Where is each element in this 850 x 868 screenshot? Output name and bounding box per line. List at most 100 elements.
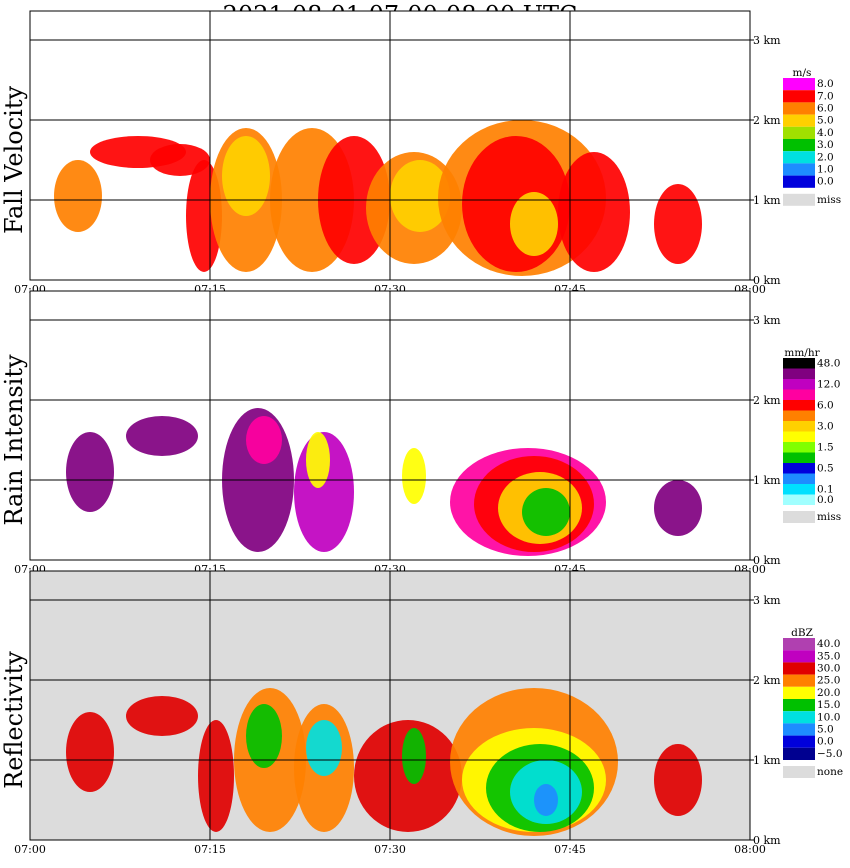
legend-missing-swatch-2 bbox=[783, 766, 815, 778]
y-tick-label-2-3: 3 km bbox=[753, 594, 781, 607]
echo-cell-2-4 bbox=[246, 704, 282, 768]
legend-swatch-2-8 bbox=[783, 735, 815, 748]
legend-swatch-2-2 bbox=[783, 662, 815, 675]
legend-swatch-1-2 bbox=[783, 379, 815, 390]
legend-level-0-0: 8.0 bbox=[817, 78, 834, 90]
echo-cell-2-13 bbox=[534, 784, 558, 816]
legend-level-0-6: 2.0 bbox=[817, 151, 834, 163]
panel-label-2: Reflectivity bbox=[0, 651, 28, 789]
legend-swatch-1-1 bbox=[783, 368, 815, 379]
legend-missing-label-2: none bbox=[817, 766, 843, 778]
y-tick-label-1-2: 2 km bbox=[753, 394, 781, 407]
echo-cell-1-0 bbox=[66, 432, 114, 512]
echo-cell-0-0 bbox=[54, 160, 102, 232]
echo-cell-1-5 bbox=[306, 432, 330, 488]
y-tick-label-0-2: 2 km bbox=[753, 114, 781, 127]
legend-swatch-1-0 bbox=[783, 358, 815, 369]
legend-swatch-2-6 bbox=[783, 711, 815, 724]
legend-swatch-0-4 bbox=[783, 126, 815, 139]
legend-level-1-0: 48.0 bbox=[817, 357, 840, 369]
echo-cell-1-11 bbox=[654, 480, 702, 536]
legend-swatch-0-8 bbox=[783, 175, 815, 188]
legend-swatch-1-7 bbox=[783, 431, 815, 442]
legend-swatch-1-11 bbox=[783, 473, 815, 484]
x-tick-label-2-2: 07:30 bbox=[374, 843, 406, 856]
legend-missing-swatch-1 bbox=[783, 511, 815, 523]
legend-level-1-8: 1.5 bbox=[817, 441, 834, 453]
echo-cell-1-10 bbox=[522, 488, 570, 536]
legend-level-1-10: 0.5 bbox=[817, 462, 834, 474]
legend-swatch-2-3 bbox=[783, 674, 815, 687]
legend-swatch-1-5 bbox=[783, 410, 815, 421]
legend-swatch-2-9 bbox=[783, 747, 815, 760]
legend-swatch-1-3 bbox=[783, 389, 815, 400]
legend-swatch-0-6 bbox=[783, 151, 815, 164]
legend-swatch-0-2 bbox=[783, 102, 815, 115]
echo-cell-2-2 bbox=[198, 720, 234, 832]
legend-swatch-2-5 bbox=[783, 699, 815, 712]
echo-cell-2-1 bbox=[126, 696, 198, 736]
y-tick-label-1-0: 0 km bbox=[753, 554, 781, 567]
legend-level-0-5: 3.0 bbox=[817, 139, 834, 151]
legend-level-0-4: 4.0 bbox=[817, 127, 834, 139]
legend-level-0-1: 7.0 bbox=[817, 90, 834, 102]
legend-swatch-2-7 bbox=[783, 723, 815, 736]
legend-swatch-0-3 bbox=[783, 114, 815, 127]
legend-level-0-2: 6.0 bbox=[817, 103, 834, 115]
legend-swatch-1-10 bbox=[783, 463, 815, 474]
legend-swatch-1-4 bbox=[783, 400, 815, 411]
legend-level-0-7: 1.0 bbox=[817, 164, 834, 176]
legend-swatch-0-7 bbox=[783, 163, 815, 176]
echo-cell-0-13 bbox=[558, 152, 630, 272]
y-tick-label-2-2: 2 km bbox=[753, 674, 781, 687]
echo-cell-2-6 bbox=[306, 720, 342, 776]
legend-level-2-0: 40.0 bbox=[817, 638, 840, 650]
echo-cell-0-14 bbox=[654, 184, 702, 264]
legend-swatch-1-8 bbox=[783, 442, 815, 453]
echo-cell-2-0 bbox=[66, 712, 114, 792]
y-tick-label-1-1: 1 km bbox=[753, 474, 781, 487]
x-tick-label-2-4: 08:00 bbox=[734, 843, 766, 856]
legend-missing-label-1: miss bbox=[817, 511, 841, 523]
legend-level-1-4: 6.0 bbox=[817, 399, 834, 411]
x-tick-label-2-0: 07:00 bbox=[14, 843, 46, 856]
y-tick-label-2-0: 0 km bbox=[753, 834, 781, 847]
legend-missing-swatch-0 bbox=[783, 193, 815, 206]
legend-swatch-1-13 bbox=[783, 494, 815, 505]
legend-swatch-0-0 bbox=[783, 78, 815, 91]
y-tick-label-1-3: 3 km bbox=[753, 314, 781, 327]
legend-swatch-2-1 bbox=[783, 650, 815, 663]
legend-swatch-0-5 bbox=[783, 139, 815, 152]
legend-unit-2: dBZ bbox=[791, 627, 813, 639]
legend-level-1-2: 12.0 bbox=[817, 378, 840, 390]
legend-level-2-7: 5.0 bbox=[817, 724, 834, 736]
y-tick-label-0-0: 0 km bbox=[753, 274, 781, 287]
legend-level-1-12: 0.1 bbox=[817, 483, 834, 495]
legend-level-0-3: 5.0 bbox=[817, 115, 834, 127]
echo-cell-0-5 bbox=[222, 136, 270, 216]
legend-level-0-8: 0.0 bbox=[817, 176, 834, 188]
echo-cell-2-8 bbox=[402, 728, 426, 784]
x-tick-label-2-3: 07:45 bbox=[554, 843, 586, 856]
legend-unit-1: mm/hr bbox=[784, 347, 820, 359]
panel-label-0: Fall Velocity bbox=[0, 86, 28, 235]
y-tick-label-0-3: 3 km bbox=[753, 34, 781, 47]
echo-cell-1-3 bbox=[246, 416, 282, 464]
legend-swatch-1-12 bbox=[783, 484, 815, 495]
legend-level-2-2: 30.0 bbox=[817, 663, 840, 675]
legend-swatch-2-4 bbox=[783, 686, 815, 699]
legend-swatch-1-6 bbox=[783, 421, 815, 432]
panel-label-1: Rain Intensity bbox=[0, 354, 28, 526]
y-tick-label-2-1: 1 km bbox=[753, 754, 781, 767]
echo-cell-1-1 bbox=[126, 416, 198, 456]
legend-level-2-8: 0.0 bbox=[817, 736, 834, 748]
legend-level-1-13: 0.0 bbox=[817, 494, 834, 506]
legend-level-2-1: 35.0 bbox=[817, 650, 840, 662]
echo-cell-0-9 bbox=[390, 160, 450, 232]
legend-level-2-4: 20.0 bbox=[817, 687, 840, 699]
legend-swatch-2-0 bbox=[783, 638, 815, 651]
legend-level-2-5: 15.0 bbox=[817, 699, 840, 711]
echo-cell-1-6 bbox=[402, 448, 426, 504]
legend-missing-label-0: miss bbox=[817, 194, 841, 206]
legend-level-2-6: 10.0 bbox=[817, 711, 840, 723]
